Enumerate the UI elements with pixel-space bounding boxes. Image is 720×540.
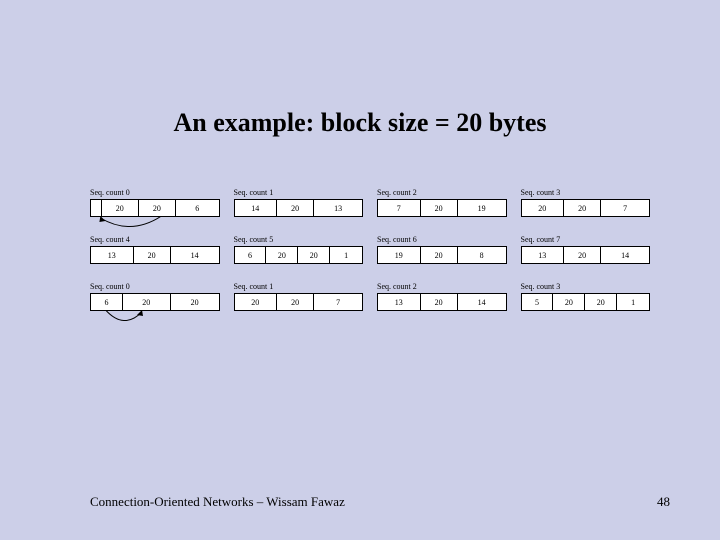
cells-row: 620201 bbox=[234, 246, 364, 264]
cell: 8 bbox=[458, 247, 506, 263]
group-label: Seq. count 6 bbox=[377, 235, 507, 244]
cell: 14 bbox=[601, 247, 649, 263]
cell: 20 bbox=[171, 294, 219, 310]
cell: 6 bbox=[176, 200, 219, 216]
cell: 1 bbox=[330, 247, 362, 263]
block-group: Seq. count 3520201 bbox=[521, 282, 651, 311]
cell: 6 bbox=[235, 247, 267, 263]
cell: 14 bbox=[458, 294, 506, 310]
diagram-row: Seq. count 062020Seq. count 120207Seq. c… bbox=[90, 282, 650, 311]
block-group: Seq. count 320207 bbox=[521, 188, 651, 217]
cell: 7 bbox=[378, 200, 421, 216]
cell: 1 bbox=[617, 294, 649, 310]
cells-row: 20206 bbox=[90, 199, 220, 217]
cell: 6 bbox=[91, 294, 123, 310]
cell bbox=[91, 200, 102, 216]
cell: 13 bbox=[91, 247, 134, 263]
block-group: Seq. count 1 142013 bbox=[234, 188, 364, 217]
block-group: Seq. count 020206 bbox=[90, 188, 220, 217]
cell: 13 bbox=[314, 200, 362, 216]
cells-row: 132014 bbox=[521, 246, 651, 264]
diagram-row: Seq. count 4132014Seq. count 5620201Seq.… bbox=[90, 235, 650, 264]
cell: 20 bbox=[123, 294, 171, 310]
cells-row: 520201 bbox=[521, 293, 651, 311]
block-group: Seq. count 6 19208 bbox=[377, 235, 507, 264]
cell: 20 bbox=[235, 294, 278, 310]
footer-author: Connection-Oriented Networks – Wissam Fa… bbox=[90, 494, 345, 510]
cell: 19 bbox=[458, 200, 506, 216]
cell: 20 bbox=[298, 247, 330, 263]
block-group: Seq. count 5620201 bbox=[234, 235, 364, 264]
cell: 20 bbox=[553, 294, 585, 310]
group-label: Seq. count 2 bbox=[377, 188, 507, 197]
cell: 20 bbox=[421, 200, 458, 216]
group-label: Seq. count 2 bbox=[377, 282, 507, 291]
cell: 20 bbox=[266, 247, 298, 263]
cell: 20 bbox=[421, 247, 458, 263]
cell: 19 bbox=[378, 247, 421, 263]
group-label: Seq. count 3 bbox=[521, 282, 651, 291]
pointer-arrow bbox=[90, 310, 220, 334]
slide-title: An example: block size = 20 bytes bbox=[0, 108, 720, 138]
cell: 13 bbox=[378, 294, 421, 310]
group-label: Seq. count 4 bbox=[90, 235, 220, 244]
block-group: Seq. count 4 132014 bbox=[90, 235, 220, 264]
cell: 13 bbox=[522, 247, 565, 263]
cell: 20 bbox=[522, 200, 565, 216]
block-group: Seq. count 2 132014 bbox=[377, 282, 507, 311]
cells-row: 132014 bbox=[377, 293, 507, 311]
cell: 20 bbox=[277, 200, 314, 216]
cells-row: 62020 bbox=[90, 293, 220, 311]
cells-row: 19208 bbox=[377, 246, 507, 264]
group-label: Seq. count 1 bbox=[234, 188, 364, 197]
block-group: Seq. count 062020 bbox=[90, 282, 220, 311]
cell: 20 bbox=[421, 294, 458, 310]
cells-row: 132014 bbox=[90, 246, 220, 264]
block-group: Seq. count 2 72019 bbox=[377, 188, 507, 217]
cell: 14 bbox=[171, 247, 219, 263]
cell: 20 bbox=[102, 200, 139, 216]
cell: 7 bbox=[314, 294, 362, 310]
cells-row: 142013 bbox=[234, 199, 364, 217]
group-label: Seq. count 0 bbox=[90, 188, 220, 197]
cell: 20 bbox=[585, 294, 617, 310]
cell: 20 bbox=[564, 247, 601, 263]
group-label: Seq. count 1 bbox=[234, 282, 364, 291]
group-label: Seq. count 7 bbox=[521, 235, 651, 244]
cell: 5 bbox=[522, 294, 554, 310]
cell: 7 bbox=[601, 200, 649, 216]
group-label: Seq. count 3 bbox=[521, 188, 651, 197]
page-number: 48 bbox=[657, 494, 670, 510]
block-group: Seq. count 120207 bbox=[234, 282, 364, 311]
diagram-row: Seq. count 020206Seq. count 1142013Seq. … bbox=[90, 188, 650, 217]
cells-row: 72019 bbox=[377, 199, 507, 217]
group-label: Seq. count 5 bbox=[234, 235, 364, 244]
cell: 20 bbox=[277, 294, 314, 310]
group-label: Seq. count 0 bbox=[90, 282, 220, 291]
cell: 20 bbox=[139, 200, 176, 216]
cells-row: 20207 bbox=[234, 293, 364, 311]
block-group: Seq. count 7 132014 bbox=[521, 235, 651, 264]
cells-row: 20207 bbox=[521, 199, 651, 217]
cell: 20 bbox=[134, 247, 171, 263]
diagram-container: Seq. count 020206Seq. count 1142013Seq. … bbox=[90, 188, 650, 329]
cell: 14 bbox=[235, 200, 278, 216]
cell: 20 bbox=[564, 200, 601, 216]
